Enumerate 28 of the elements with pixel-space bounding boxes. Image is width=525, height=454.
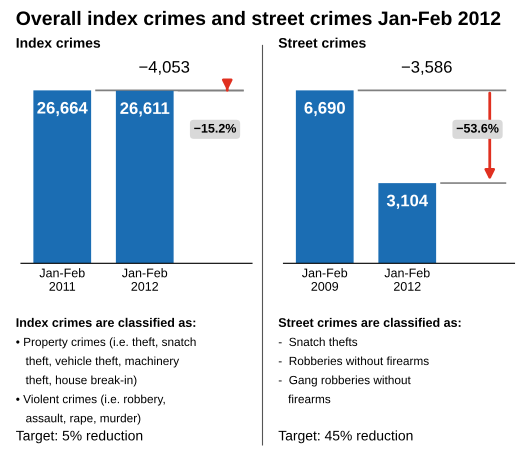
text: Target: 5% reduction: [16, 430, 142, 444]
text: Street crimes are classified as:: [278, 318, 460, 328]
data-label: 26,664: [37, 102, 88, 116]
x-tick-label: Jan-Feb 2011: [40, 268, 85, 291]
text: • Violent crimes (i.e. robbery,: [16, 394, 165, 406]
text: Index crimes are classified as:: [16, 318, 196, 328]
x-tick-label: Jan-Feb 2012: [122, 268, 168, 291]
text: Target: 45% reduction: [278, 430, 412, 444]
text: assault, rape, murder): [26, 414, 140, 425]
data-label: 26,611: [120, 102, 170, 116]
x-tick-label: Jan-Feb 2012: [384, 268, 430, 291]
text: - Gang robberies without: [278, 376, 411, 387]
text: −3,586: [402, 61, 452, 75]
data-label: 3,104: [386, 194, 428, 209]
text: theft, vehicle theft, machinery: [26, 356, 180, 368]
text: theft, house break-in): [26, 376, 136, 387]
text: firearms: [288, 394, 330, 404]
chart-subtitle: Index crimes: [16, 38, 100, 48]
text: - Snatch thefts: [278, 337, 358, 346]
chart-subtitle: Street crimes: [278, 38, 366, 48]
chart-title: Overall index crimes and street crimes Jan-Feb 2012: [16, 10, 500, 26]
text: • Property crimes (i.e. theft, snatch: [16, 337, 196, 348]
annotation: −15.2%: [194, 124, 236, 133]
data-label: 6,690: [304, 102, 345, 116]
annotation: −53.6%: [456, 124, 499, 133]
x-tick-label: Jan-Feb 2009: [302, 268, 348, 291]
text: - Robberies without firearms: [278, 356, 429, 366]
text: −4,053: [139, 61, 190, 75]
